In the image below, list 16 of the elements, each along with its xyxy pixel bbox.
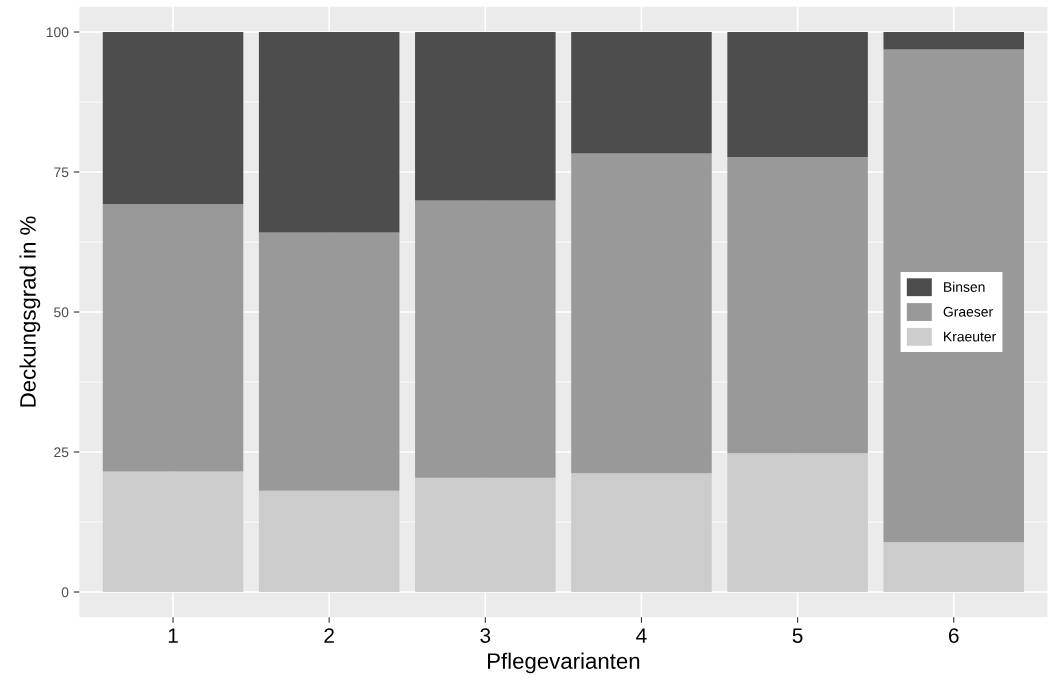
y-axis-title: Deckungsgrad in % [19,216,41,407]
y-tick-label: 0 [61,587,69,598]
y-tick-label: 50 [54,307,69,318]
x-axis-title: Pflegevarianten [488,652,640,674]
legend-label: Kraeuter [944,331,996,342]
y-tick-label: 100 [46,27,69,38]
y-tick-label: 75 [54,167,69,178]
x-tick-label: 5 [792,628,803,643]
legend-label: Graeser [943,306,993,317]
x-tick-label: 3 [480,628,491,643]
y-tick-label: 25 [54,447,69,458]
x-tick-label: 6 [949,628,959,643]
legend-label: Binsen [944,281,985,292]
x-tick-label: 4 [636,628,647,643]
x-tick-label: 1 [168,628,178,643]
x-tick-label: 2 [324,628,334,643]
